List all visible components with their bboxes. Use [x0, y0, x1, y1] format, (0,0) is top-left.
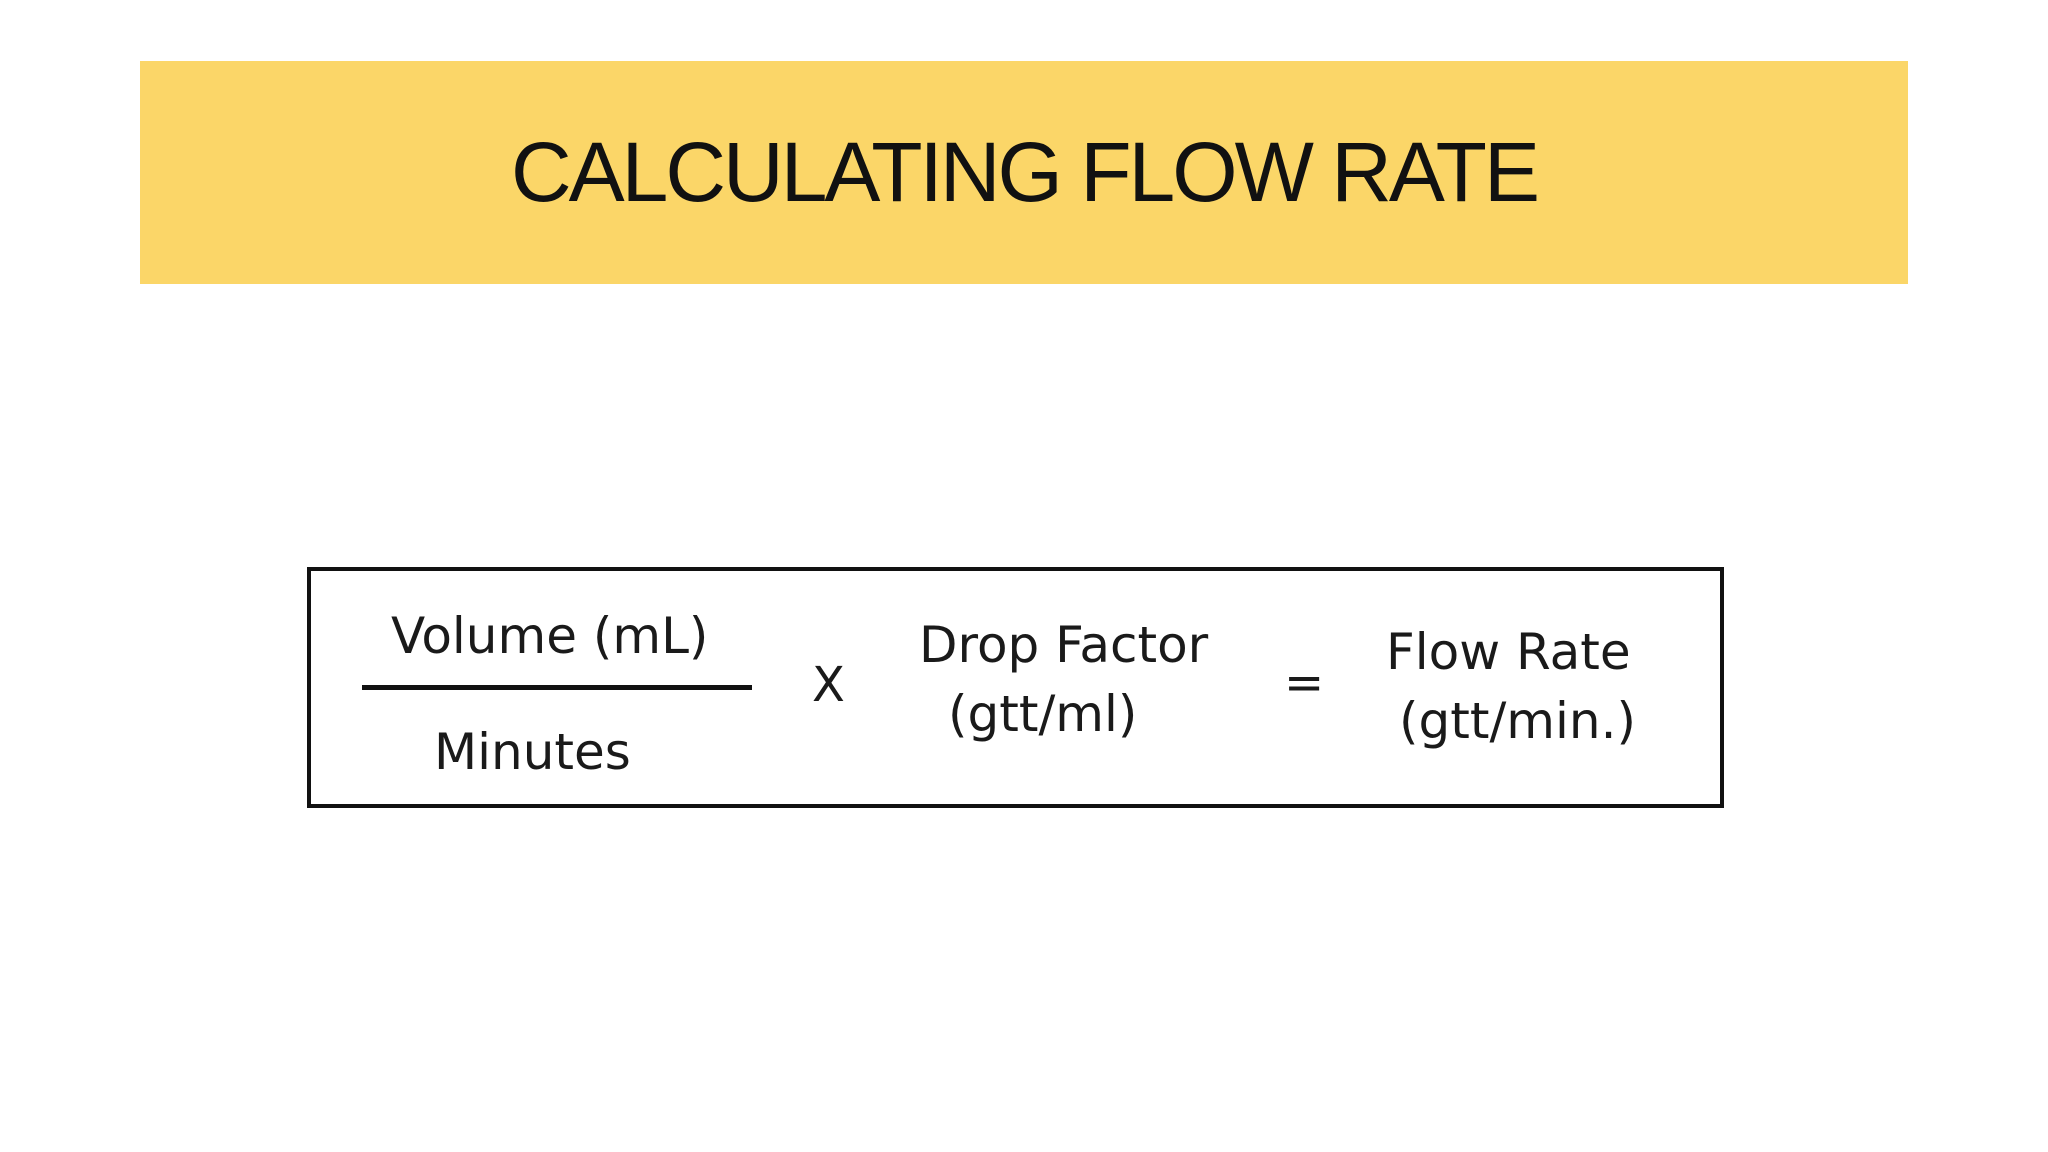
- slide-title: CALCULATING FLOW RATE: [510, 125, 1540, 219]
- formula-denominator: Minutes: [434, 723, 631, 781]
- drop-factor-label: Drop Factor: [919, 616, 1209, 674]
- equals-symbol: =: [1284, 655, 1325, 711]
- formula-box: Volume (mL) Minutes X Drop Factor (gtt/m…: [307, 567, 1724, 808]
- fraction-bar: [362, 685, 752, 690]
- drop-factor-unit: (gtt/ml): [948, 685, 1138, 743]
- flow-rate-unit: (gtt/min.): [1399, 692, 1636, 750]
- flow-rate-label: Flow Rate: [1386, 623, 1631, 681]
- title-banner: CALCULATING FLOW RATE: [140, 61, 1908, 284]
- formula-numerator: Volume (mL): [391, 607, 709, 665]
- multiply-symbol: X: [812, 657, 845, 713]
